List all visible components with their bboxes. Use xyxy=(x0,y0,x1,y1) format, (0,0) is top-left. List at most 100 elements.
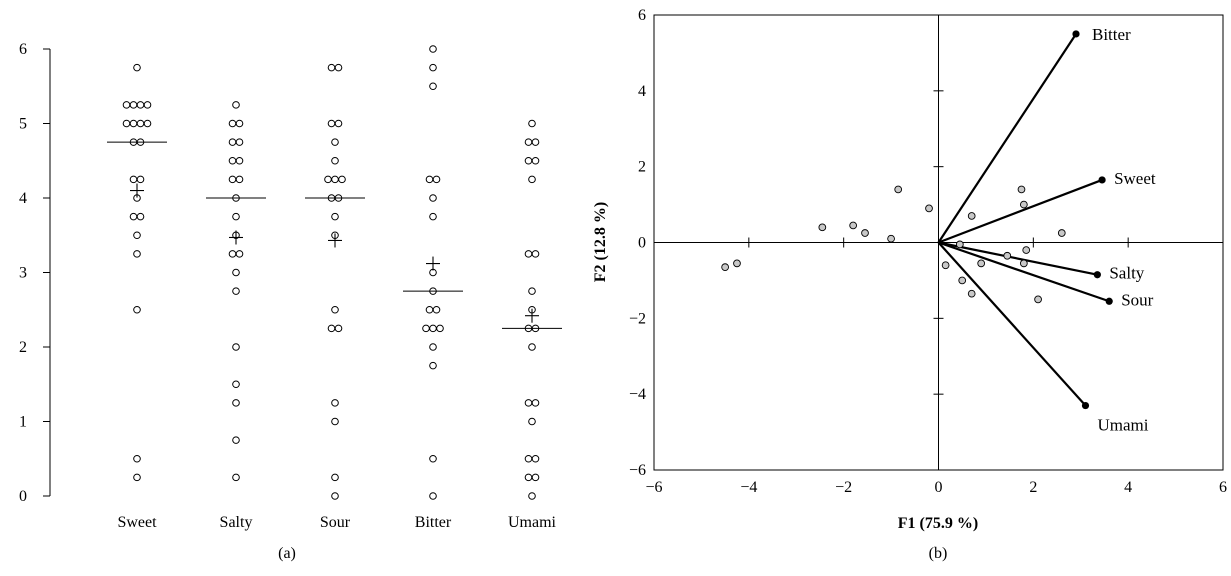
point-sweet xyxy=(133,305,141,314)
vector-label-umami: Umami xyxy=(1097,416,1148,435)
panel-a-ticks: 0 1 2 3 4 5 6 xyxy=(19,41,50,505)
point-salty xyxy=(228,119,237,128)
point-bitter xyxy=(429,63,437,72)
point-sour xyxy=(331,473,339,482)
point-bitter xyxy=(422,324,430,333)
panel-b-y-tick-label: 6 xyxy=(638,7,646,24)
point-salty xyxy=(228,250,237,258)
vector-label-sweet: Sweet xyxy=(1114,169,1156,188)
panel-a-y-tick-label: 5 xyxy=(19,116,27,133)
point-umami xyxy=(528,492,536,500)
point-bitter xyxy=(429,194,437,202)
observation-point xyxy=(1022,246,1031,254)
panel-b-y-tick-label: −2 xyxy=(629,310,646,327)
observation-point xyxy=(955,240,964,249)
panel-b-x-tick-label: 4 xyxy=(1124,479,1132,496)
point-sour xyxy=(327,119,336,128)
observation-point xyxy=(721,263,729,271)
vector-sour xyxy=(938,241,1110,303)
vector-salty xyxy=(938,241,1098,276)
point-sour xyxy=(338,175,346,184)
vector-tip-salty xyxy=(1093,271,1101,279)
point-umami xyxy=(528,417,536,426)
point-salty xyxy=(232,436,240,444)
point-salty xyxy=(232,380,240,389)
panel-b-x-tick-label: −2 xyxy=(835,479,852,496)
observation-point xyxy=(1057,229,1066,237)
point-sour xyxy=(334,119,343,128)
point-umami xyxy=(524,399,533,407)
point-salty xyxy=(232,473,240,482)
point-salty xyxy=(228,156,237,165)
observation-point xyxy=(887,234,895,243)
vector-sweet xyxy=(938,178,1103,244)
point-sweet xyxy=(133,454,141,463)
panel-a-y-tick-label: 3 xyxy=(19,265,27,282)
point-sour xyxy=(331,138,339,146)
point-sour xyxy=(334,63,343,72)
panel-b-ticks: −6 −4 −2 0 2 4 6 −6 −4 −2 0 2 4 6 xyxy=(629,7,1227,496)
category-label-bitter: Bitter xyxy=(415,514,452,531)
point-bitter xyxy=(429,454,437,463)
observation-point xyxy=(967,289,976,298)
point-sweet xyxy=(133,473,141,482)
observation-point xyxy=(733,259,741,268)
point-umami xyxy=(524,138,533,146)
category-label-salty: Salty xyxy=(220,514,253,531)
point-bitter xyxy=(429,212,437,221)
point-sour xyxy=(327,324,336,333)
vector-tip-umami xyxy=(1081,401,1090,410)
point-sweet xyxy=(136,119,145,128)
observation-point xyxy=(967,212,976,220)
panel-a-label: (a) xyxy=(278,545,296,562)
point-umami xyxy=(531,250,540,258)
panel-b-x-tick-label: −4 xyxy=(740,479,757,496)
point-umami xyxy=(528,119,536,128)
panel-b-x-tick-label: 6 xyxy=(1219,479,1227,496)
point-salty xyxy=(235,175,244,184)
point-sweet xyxy=(143,101,152,109)
panel-b-biplot: −6 −4 −2 0 2 4 6 −6 −4 −2 0 2 4 6 Bitter Sweet Salty Sou… xyxy=(592,7,1227,562)
panel-b-y-tick-label: 4 xyxy=(638,83,646,100)
observation-point xyxy=(977,259,986,268)
point-bitter xyxy=(429,361,437,370)
panel-b-variable-vectors: Bitter Sweet Salty Sour Umami xyxy=(937,25,1156,435)
point-sweet xyxy=(136,175,145,184)
panel-a-category-labels: Sweet Salty Sour Bitter Umami xyxy=(117,514,556,531)
panel-b-x-tick-label: 0 xyxy=(935,479,943,496)
observation-point xyxy=(925,204,933,213)
point-salty xyxy=(232,399,240,407)
point-sweet xyxy=(143,119,152,128)
point-umami xyxy=(528,175,536,184)
point-umami xyxy=(531,454,540,463)
vector-label-salty: Salty xyxy=(1109,264,1144,283)
point-bitter xyxy=(429,45,437,53)
panel-a-y-tick-label: 0 xyxy=(19,488,27,505)
vector-tip-bitter xyxy=(1072,30,1080,38)
point-sweet xyxy=(133,250,141,258)
point-salty xyxy=(232,268,240,277)
panel-a-y-tick-label: 1 xyxy=(19,414,27,431)
observation-point xyxy=(1019,200,1028,209)
point-bitter xyxy=(429,343,437,351)
point-sour xyxy=(331,417,339,426)
point-sour xyxy=(331,156,339,165)
point-sweet xyxy=(129,212,138,221)
point-bitter xyxy=(432,305,441,314)
panel-b-x-axis-title: F1 (75.9 %) xyxy=(898,515,978,532)
point-umami xyxy=(531,138,540,146)
panel-b-y-axis-title: F2 (12.8 %) xyxy=(592,202,609,282)
point-bitter xyxy=(425,175,434,184)
vector-label-sour: Sour xyxy=(1121,290,1153,309)
observation-point xyxy=(958,276,967,285)
panel-b-y-tick-label: −6 xyxy=(629,462,646,479)
point-bitter xyxy=(425,305,434,314)
category-label-umami: Umami xyxy=(508,514,557,531)
point-sweet xyxy=(133,231,141,240)
point-sour xyxy=(324,175,332,184)
point-umami xyxy=(528,287,536,295)
point-salty xyxy=(232,343,240,351)
point-sweet xyxy=(129,175,138,184)
point-umami xyxy=(524,156,533,165)
